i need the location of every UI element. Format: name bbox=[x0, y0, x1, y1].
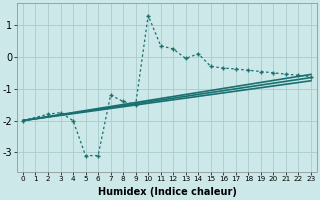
X-axis label: Humidex (Indice chaleur): Humidex (Indice chaleur) bbox=[98, 187, 236, 197]
